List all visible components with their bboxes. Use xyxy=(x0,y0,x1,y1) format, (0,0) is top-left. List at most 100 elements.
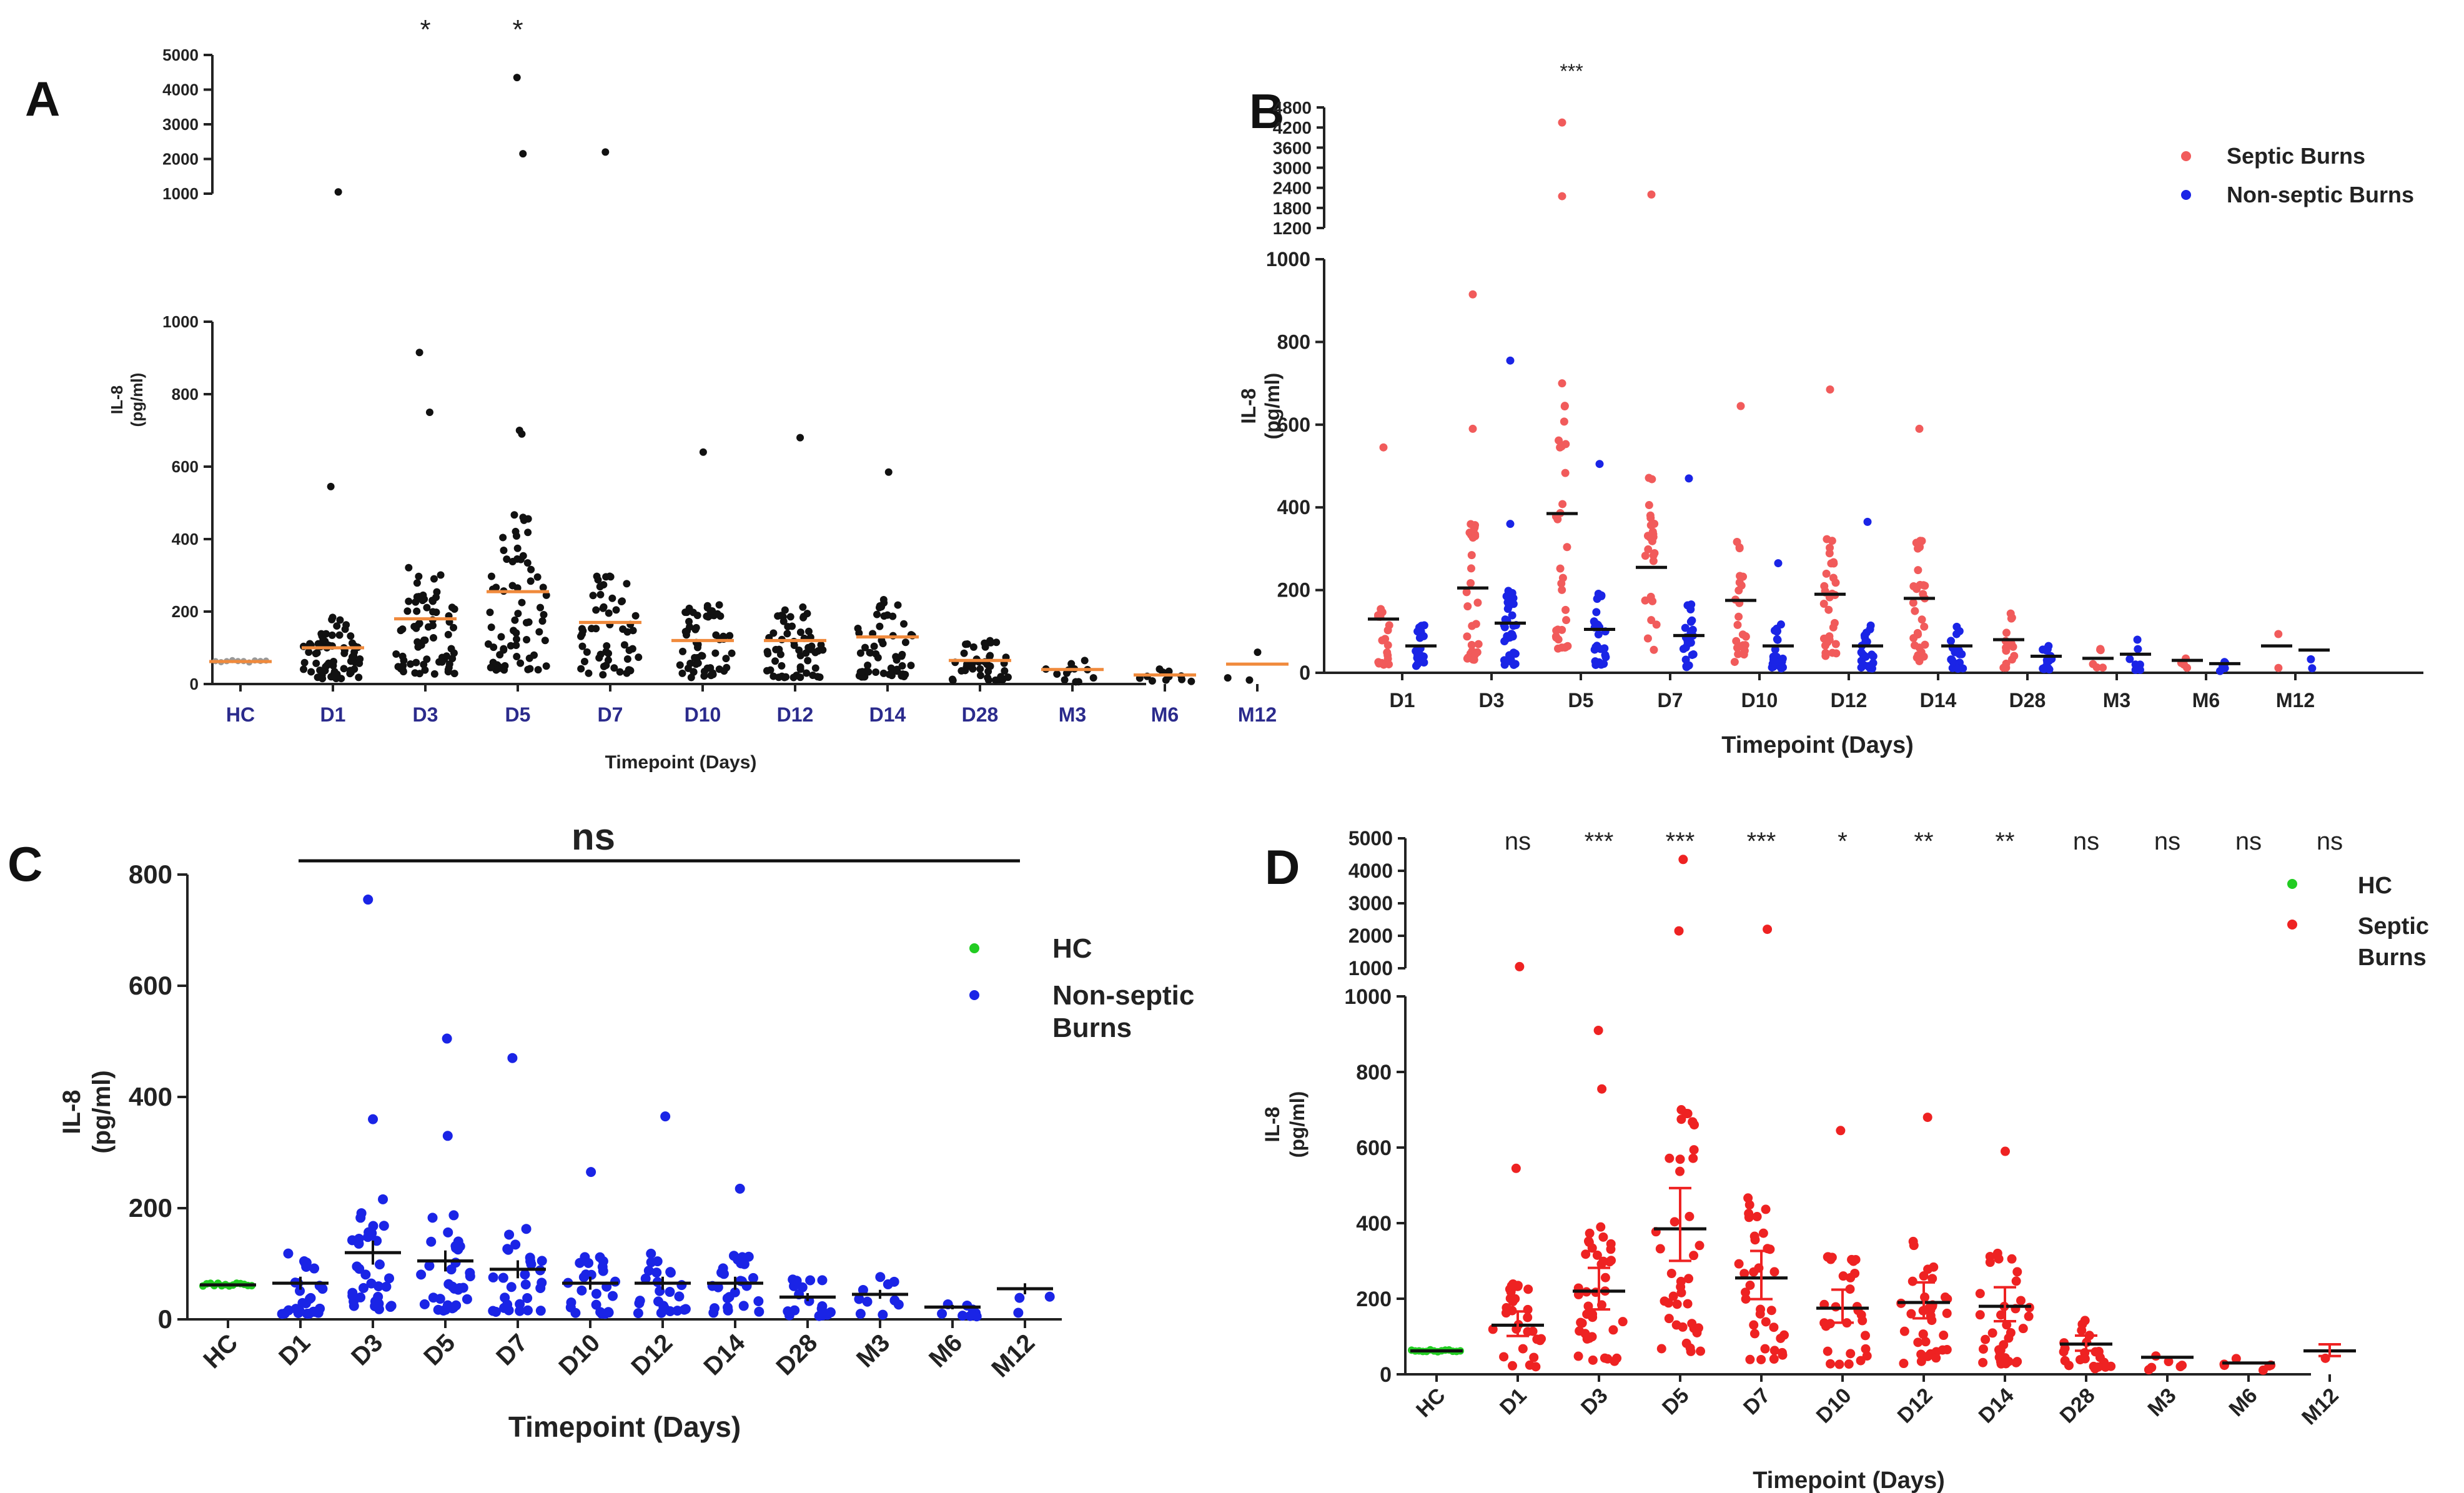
data-point-nonseptic xyxy=(1861,652,1870,661)
data-point-septic xyxy=(1862,1351,1872,1361)
data-point-nonseptic xyxy=(427,1213,438,1223)
data-point xyxy=(398,625,407,633)
data-point-septic xyxy=(2064,1361,2074,1371)
data-point-septic xyxy=(1650,645,1658,654)
x-tick-label: M6 xyxy=(2192,689,2220,712)
data-point-septic xyxy=(1378,636,1387,645)
y-tick-label: 600 xyxy=(1356,1136,1392,1160)
data-point-septic xyxy=(1834,1359,1844,1369)
data-point xyxy=(781,606,789,614)
x-tick-label: D12 xyxy=(1893,1384,1937,1428)
data-point-septic xyxy=(1647,616,1656,625)
data-point-nonseptic xyxy=(1413,627,1422,636)
y-axis-label-units: (pg/ml) xyxy=(1286,1091,1309,1158)
data-point-nonseptic xyxy=(633,1308,643,1319)
data-point xyxy=(722,655,730,663)
data-point xyxy=(595,654,603,662)
data-point-septic xyxy=(1823,1346,1833,1356)
data-point-septic xyxy=(1501,1308,1511,1318)
data-point-nonseptic xyxy=(1500,637,1509,646)
y-tick-label: 600 xyxy=(1277,414,1310,436)
data-point xyxy=(683,608,691,617)
outlier-point xyxy=(363,895,374,905)
data-point-nonseptic xyxy=(355,1213,366,1223)
data-point-septic xyxy=(1656,1344,1666,1354)
data-point xyxy=(510,627,518,635)
data-point-septic xyxy=(1608,1325,1618,1335)
data-point-nonseptic xyxy=(733,1254,743,1265)
data-point-septic xyxy=(2012,1267,2022,1277)
data-point-septic xyxy=(1912,653,1921,662)
y-axis-label-units: (pg/ml) xyxy=(88,1070,116,1153)
x-axis-label: Timepoint (Days) xyxy=(508,1411,741,1443)
data-point-nonseptic xyxy=(730,1287,740,1297)
x-axis-label: Timepoint (Days) xyxy=(1753,1467,1945,1493)
data-point-septic xyxy=(1596,1222,1606,1232)
data-point-septic xyxy=(2007,1254,2017,1264)
data-point-septic xyxy=(1858,1316,1868,1326)
data-point-septic xyxy=(1975,1289,1985,1299)
data-point xyxy=(412,658,420,667)
data-point-septic xyxy=(1676,1276,1686,1286)
data-point xyxy=(443,652,451,660)
data-point xyxy=(616,668,624,676)
data-point-nonseptic xyxy=(2042,663,2051,672)
outlier-point xyxy=(1826,385,1834,394)
data-point xyxy=(432,593,440,602)
panel-letter: D xyxy=(1265,840,1300,895)
outlier-point xyxy=(1597,1084,1607,1094)
data-point-nonseptic xyxy=(784,1310,794,1321)
panel-d: D 0 200 400 600 800 1000 1000 2000 3000 4000 5000 IL… xyxy=(1261,827,2429,1493)
data-point-nonseptic xyxy=(1415,650,1424,659)
data-point xyxy=(1004,673,1012,682)
outlier-point xyxy=(442,1033,452,1044)
data-point xyxy=(686,659,695,667)
data-point-nonseptic xyxy=(1947,637,1956,645)
data-point-nonseptic xyxy=(522,1293,533,1304)
data-point-septic xyxy=(1552,633,1561,642)
data-point-septic xyxy=(1921,640,1929,649)
data-point-septic xyxy=(1562,616,1571,625)
data-point xyxy=(876,622,884,630)
data-point xyxy=(448,603,456,612)
data-point-septic xyxy=(1985,1257,1995,1267)
data-point-septic xyxy=(1688,1153,1698,1163)
data-point-nonseptic xyxy=(1776,620,1785,629)
outlier-point xyxy=(1736,402,1745,410)
data-point xyxy=(623,655,631,663)
outlier-point xyxy=(1595,460,1604,469)
data-point-nonseptic xyxy=(424,1261,435,1271)
data-point-septic xyxy=(1916,537,1924,545)
data-point-nonseptic xyxy=(854,1294,864,1304)
data-point-septic xyxy=(1600,1272,1610,1282)
data-point-nonseptic xyxy=(665,1287,675,1297)
data-point-septic xyxy=(1655,1244,1665,1254)
data-point-nonseptic xyxy=(358,1282,369,1293)
y-tick-label: 200 xyxy=(129,1193,172,1223)
data-point xyxy=(328,631,336,639)
data-point-septic xyxy=(1909,598,1917,607)
data-point-septic xyxy=(1467,641,1476,650)
data-point-septic xyxy=(1942,1308,1952,1318)
data-point xyxy=(606,573,615,581)
data-point xyxy=(336,616,344,624)
outlier-point xyxy=(1506,520,1515,528)
x-tick-label: D5 xyxy=(1568,689,1594,712)
data-point-septic xyxy=(2004,1333,2014,1343)
data-point-septic xyxy=(1861,1344,1871,1354)
data-point-nonseptic xyxy=(600,1309,610,1319)
data-point xyxy=(814,673,822,681)
data-point-nonseptic xyxy=(598,1266,608,1276)
significance-marker: ns xyxy=(2317,828,2343,855)
data-point xyxy=(687,673,695,682)
data-point-septic xyxy=(1561,469,1570,477)
data-point-nonseptic xyxy=(465,1271,475,1282)
data-point-nonseptic xyxy=(591,1299,601,1310)
data-point xyxy=(423,603,431,612)
data-point-nonseptic xyxy=(416,1269,427,1280)
data-point xyxy=(534,666,542,674)
data-point xyxy=(300,665,308,673)
y-axis-label: IL-8 xyxy=(107,385,126,414)
data-point xyxy=(527,577,535,585)
